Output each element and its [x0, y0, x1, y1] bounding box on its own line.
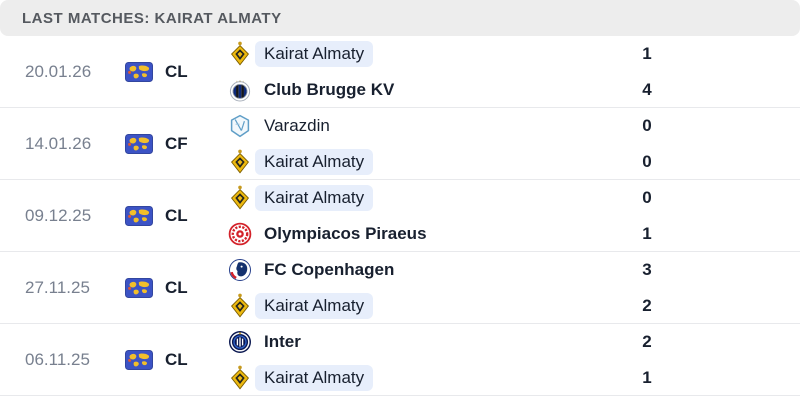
match-row[interactable]: 20.01.26 CL Kairat Almaty 1 Club Brugge …	[0, 36, 800, 108]
competition-cell: CL	[125, 349, 228, 370]
competition-cell: CL	[125, 277, 228, 298]
team-line: Kairat Almaty 0	[228, 148, 658, 175]
competition-cell: CL	[125, 61, 228, 82]
panel-title: LAST MATCHES: KAIRAT ALMATY	[22, 9, 282, 27]
team-score: 1	[642, 223, 652, 243]
match-row[interactable]: 27.11.25 CL FC Copenhagen 3 Kairat Almat…	[0, 252, 800, 324]
competition-label: CL	[165, 277, 188, 297]
team-name: Inter	[264, 331, 301, 351]
kairat-almaty-logo	[228, 184, 252, 211]
teams-cell: Kairat Almaty 0 Olympiacos Piraeus 1	[228, 184, 800, 247]
team-line: Varazdin 0	[228, 113, 658, 139]
world-map-icon	[125, 349, 153, 370]
match-row[interactable]: 14.01.26 CF Varazdin 0 Kairat Almaty 0	[0, 108, 800, 180]
team-score: 4	[642, 79, 652, 99]
team-name: Kairat Almaty	[255, 364, 374, 391]
varazdin-logo	[228, 113, 252, 139]
team-score: 0	[642, 187, 652, 207]
teams-cell: Inter 2 Kairat Almaty 1	[228, 329, 800, 391]
team-score: 2	[642, 295, 652, 315]
team-line: Club Brugge KV 4	[228, 77, 658, 103]
team-line: FC Copenhagen 3	[228, 257, 658, 283]
competition-cell: CL	[125, 205, 228, 226]
match-date: 20.01.26	[25, 61, 92, 81]
team-score: 0	[642, 115, 652, 135]
kairat-almaty-logo	[228, 364, 252, 391]
team-name: FC Copenhagen	[264, 259, 395, 279]
teams-cell: FC Copenhagen 3 Kairat Almaty 2	[228, 257, 800, 319]
team-name: Varazdin	[264, 115, 330, 135]
team-score: 1	[642, 367, 652, 387]
panel-header: LAST MATCHES: KAIRAT ALMATY	[0, 0, 800, 36]
world-map-icon	[125, 133, 153, 154]
team-line: Olympiacos Piraeus 1	[228, 221, 658, 247]
team-score: 3	[642, 259, 652, 279]
team-score: 0	[642, 151, 652, 171]
team-name: Kairat Almaty	[255, 292, 374, 319]
team-line: Kairat Almaty 2	[228, 292, 658, 319]
team-line: Kairat Almaty 1	[228, 40, 658, 67]
world-map-icon	[125, 61, 153, 82]
competition-label: CF	[165, 133, 188, 153]
match-date: 06.11.25	[25, 349, 90, 369]
match-row[interactable]: 09.12.25 CL Kairat Almaty 0 Olympiacos P…	[0, 180, 800, 252]
competition-label: CL	[165, 61, 188, 81]
match-row[interactable]: 06.11.25 CL Inter 2 Kairat Almaty 1	[0, 324, 800, 396]
team-name: Kairat Almaty	[255, 184, 374, 211]
world-map-icon	[125, 277, 153, 298]
competition-cell: CF	[125, 133, 228, 154]
kairat-almaty-logo	[228, 292, 252, 319]
team-name: Club Brugge KV	[264, 79, 395, 99]
club-brugge-logo	[228, 77, 252, 103]
team-line: Kairat Almaty 0	[228, 184, 658, 211]
team-name: Olympiacos Piraeus	[264, 223, 427, 243]
competition-label: CL	[165, 349, 188, 369]
team-score: 1	[642, 43, 652, 63]
team-line: Inter 2	[228, 329, 658, 355]
inter-logo	[228, 329, 252, 355]
match-date: 27.11.25	[25, 277, 90, 297]
competition-label: CL	[165, 205, 188, 225]
fc-copenhagen-logo	[228, 257, 252, 283]
teams-cell: Kairat Almaty 1 Club Brugge KV 4	[228, 40, 800, 103]
world-map-icon	[125, 205, 153, 226]
teams-cell: Varazdin 0 Kairat Almaty 0	[228, 113, 800, 175]
kairat-almaty-logo	[228, 148, 252, 175]
team-name: Kairat Almaty	[255, 148, 374, 175]
olympiacos-logo	[228, 221, 252, 247]
team-name: Kairat Almaty	[255, 40, 374, 67]
kairat-almaty-logo	[228, 40, 252, 67]
match-date: 09.12.25	[25, 205, 92, 225]
team-line: Kairat Almaty 1	[228, 364, 658, 391]
match-date: 14.01.26	[25, 133, 92, 153]
team-score: 2	[642, 331, 652, 351]
